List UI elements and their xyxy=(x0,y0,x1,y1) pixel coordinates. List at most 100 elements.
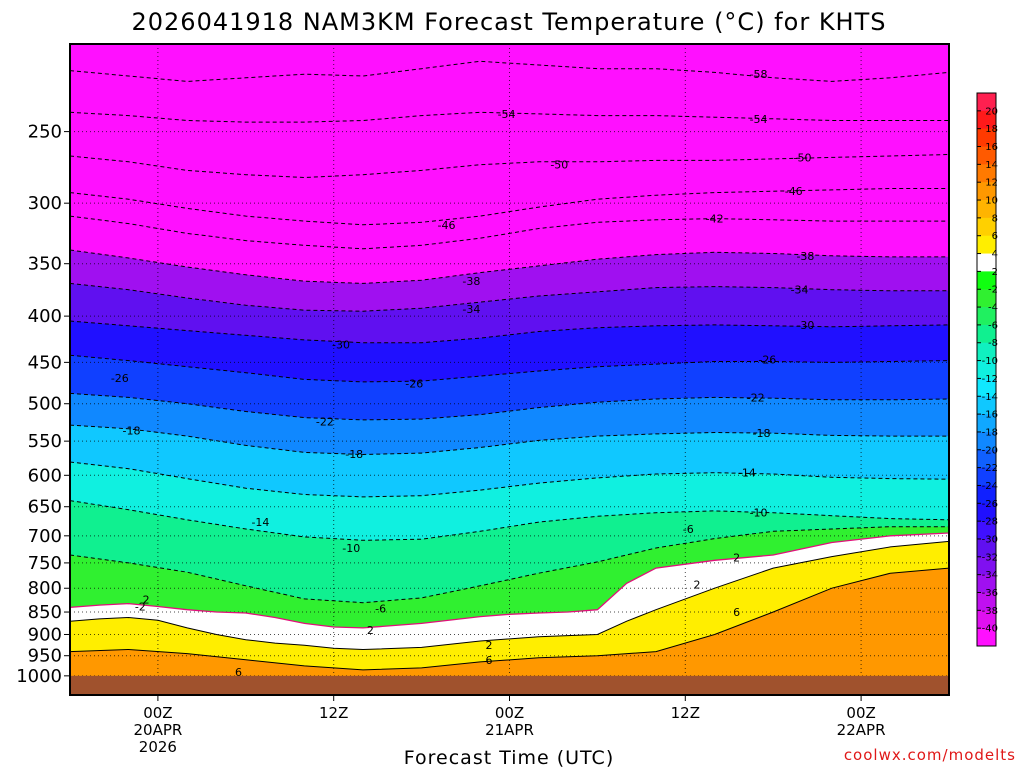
colorbar-label: -36 xyxy=(982,588,998,599)
y-tick-label: 450 xyxy=(28,352,62,373)
colorbar-swatch xyxy=(977,164,996,183)
colorbar-swatch xyxy=(977,342,996,362)
colorbar-frame xyxy=(976,92,997,647)
colorbar-swatch xyxy=(977,110,996,130)
contour-label: -10 xyxy=(750,507,768,520)
contour-label: 6 xyxy=(733,606,740,619)
contour-line--46 xyxy=(70,188,949,226)
colorbar-label: 18 xyxy=(985,124,998,135)
colorbar-swatch xyxy=(977,538,996,558)
y-tick-label: 800 xyxy=(28,578,62,599)
contour-label: -10 xyxy=(342,542,360,555)
y-tick-label: 550 xyxy=(28,431,62,452)
contour-line--22 xyxy=(70,392,949,421)
contour-line-6 xyxy=(70,567,949,671)
contour-label: -34 xyxy=(791,284,809,297)
colorbar-label: 16 xyxy=(985,142,998,153)
colorbar-swatch xyxy=(977,521,996,540)
temperature-bands xyxy=(70,44,949,695)
colorbar-label: -32 xyxy=(982,552,998,563)
contour-label: -50 xyxy=(550,159,568,172)
colorbar-swatch xyxy=(977,610,996,629)
colorbar-swatch xyxy=(977,628,996,647)
contour-labels: -58 -54 -54 -50 -50 -46 -46 -42 -38 -38 -34 -34 -30 -… xyxy=(111,68,815,679)
contour-label: -18 xyxy=(752,427,770,440)
y-tick-label: 600 xyxy=(28,465,62,486)
contour-label: -18 xyxy=(345,448,363,461)
y-tick-label: 900 xyxy=(28,624,62,645)
y-tick-label: 700 xyxy=(28,526,62,547)
colorbar-swatch xyxy=(977,235,996,255)
colorbar-swatch xyxy=(977,307,996,326)
contour-line--2 xyxy=(70,532,949,629)
contour-line--10 xyxy=(70,500,949,541)
colorbar-swatch xyxy=(977,449,996,469)
credit-text: coolwx.com/modelts xyxy=(844,746,1016,764)
contour-label: -46 xyxy=(438,219,456,232)
y-tick-label: 950 xyxy=(28,646,62,667)
x-tick-label: 12Z xyxy=(319,704,348,722)
colorbar-label: -38 xyxy=(982,606,998,617)
y-tick-label: 400 xyxy=(28,306,62,327)
x-tick-label: 21APR xyxy=(485,721,534,739)
colorbar-label: -6 xyxy=(988,320,998,331)
colorbar-swatch xyxy=(977,431,996,451)
x-axis-label: Forecast Time (UTC) xyxy=(404,747,614,768)
y-tick-label: 300 xyxy=(28,193,62,214)
contour-label: -30 xyxy=(796,319,814,332)
contour-label: -14 xyxy=(738,467,756,480)
ground-below-surface xyxy=(70,675,949,695)
colorbar-swatch xyxy=(977,271,996,290)
colorbar-swatch xyxy=(977,485,996,504)
contour-label: 2 xyxy=(143,593,150,606)
contour-label: -30 xyxy=(332,339,350,352)
contour-label: -54 xyxy=(750,113,768,126)
colorbar-label: -20 xyxy=(982,445,998,456)
colorbar-label: -24 xyxy=(982,481,998,492)
x-tick-label: 00Z xyxy=(495,704,524,722)
colorbar-label: -10 xyxy=(982,356,998,367)
colorbar-swatch xyxy=(977,289,996,308)
contour-label: -6 xyxy=(683,523,694,536)
colorbar-swatch xyxy=(977,128,996,148)
contour-label: 6 xyxy=(235,666,242,679)
contour-label: -34 xyxy=(462,303,480,316)
y-tick-label: 250 xyxy=(28,122,62,143)
band-above-6 xyxy=(70,568,949,695)
colorbar-label: -40 xyxy=(982,624,998,635)
colorbar-swatch xyxy=(977,200,996,219)
colorbar-label: 10 xyxy=(985,196,998,207)
colorbar-swatch xyxy=(977,556,996,576)
colorbar-label: 6 xyxy=(992,231,998,242)
colorbar-label: -8 xyxy=(988,338,998,349)
colorbar-swatch xyxy=(977,324,996,344)
x-tick-label: 22APR xyxy=(837,721,886,739)
colorbar-label: -26 xyxy=(982,499,998,510)
contour-label: 2 xyxy=(485,639,492,652)
contour-label: -50 xyxy=(794,151,812,164)
contour-label: -14 xyxy=(251,516,269,529)
colorbar-label: 12 xyxy=(985,178,998,189)
contour-label: 2 xyxy=(367,624,374,637)
colorbar-swatch xyxy=(977,93,996,112)
contour-line--42 xyxy=(70,215,949,250)
x-tick-label: 12Z xyxy=(671,704,700,722)
x-tick-label: 2026 xyxy=(139,738,177,756)
colorbar-label: -14 xyxy=(982,392,998,403)
contour-label: -46 xyxy=(785,185,803,198)
y-tick-label: 1000 xyxy=(16,666,62,687)
contour-label: -38 xyxy=(462,275,480,288)
colorbar-label: -34 xyxy=(982,570,998,581)
contour-label: -26 xyxy=(405,378,423,391)
colorbar-swatch xyxy=(977,574,996,593)
colorbar-label: -2 xyxy=(988,285,998,296)
y-tick-label: 650 xyxy=(28,497,62,518)
colorbar-label: 8 xyxy=(992,213,998,224)
contour-label: -6 xyxy=(375,602,386,615)
contour-label: 6 xyxy=(485,654,492,667)
x-tick-label: 20APR xyxy=(133,721,182,739)
contour-line--50 xyxy=(70,154,949,179)
chart-title: 2026041918 NAM3KM Forecast Temperature (… xyxy=(131,8,886,36)
colorbar-label: -22 xyxy=(982,463,998,474)
colorbar-swatch xyxy=(977,396,996,415)
